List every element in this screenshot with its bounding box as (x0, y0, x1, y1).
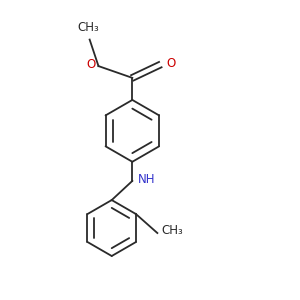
Text: O: O (86, 58, 96, 71)
Text: NH: NH (138, 173, 155, 186)
Text: CH₃: CH₃ (77, 21, 99, 34)
Text: O: O (167, 57, 176, 70)
Text: CH₃: CH₃ (161, 224, 183, 237)
